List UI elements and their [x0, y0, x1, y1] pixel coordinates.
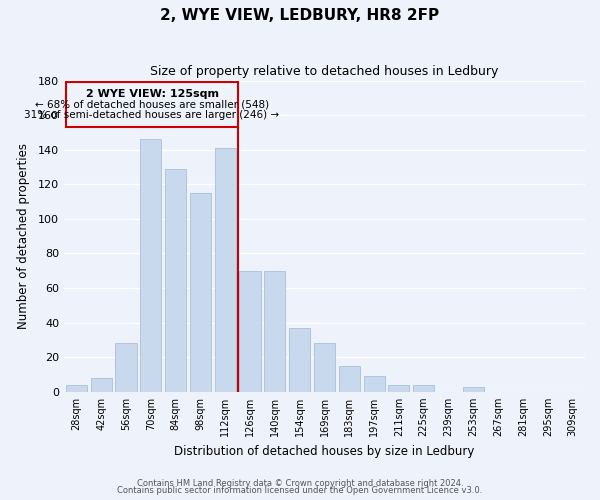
Bar: [190, 193, 211, 392]
Bar: [67, 82, 238, 127]
Bar: [140, 140, 161, 392]
Y-axis label: Number of detached properties: Number of detached properties: [17, 143, 29, 329]
Text: 31% of semi-detached houses are larger (246) →: 31% of semi-detached houses are larger (…: [25, 110, 280, 120]
Text: Contains HM Land Registry data © Crown copyright and database right 2024.: Contains HM Land Registry data © Crown c…: [137, 478, 463, 488]
Bar: [388, 385, 409, 392]
Bar: [91, 378, 112, 392]
Bar: [165, 168, 186, 392]
Text: Contains public sector information licensed under the Open Government Licence v3: Contains public sector information licen…: [118, 486, 482, 495]
Bar: [239, 271, 260, 392]
Text: ← 68% of detached houses are smaller (548): ← 68% of detached houses are smaller (54…: [35, 100, 269, 110]
Bar: [215, 148, 236, 392]
X-axis label: Distribution of detached houses by size in Ledbury: Distribution of detached houses by size …: [174, 444, 475, 458]
Title: Size of property relative to detached houses in Ledbury: Size of property relative to detached ho…: [150, 65, 499, 78]
Bar: [115, 344, 137, 392]
Bar: [265, 271, 286, 392]
Bar: [364, 376, 385, 392]
Bar: [66, 385, 87, 392]
Bar: [413, 385, 434, 392]
Bar: [463, 386, 484, 392]
Text: 2, WYE VIEW, LEDBURY, HR8 2FP: 2, WYE VIEW, LEDBURY, HR8 2FP: [160, 8, 440, 22]
Text: 2 WYE VIEW: 125sqm: 2 WYE VIEW: 125sqm: [86, 89, 218, 99]
Bar: [314, 344, 335, 392]
Bar: [339, 366, 360, 392]
Bar: [289, 328, 310, 392]
